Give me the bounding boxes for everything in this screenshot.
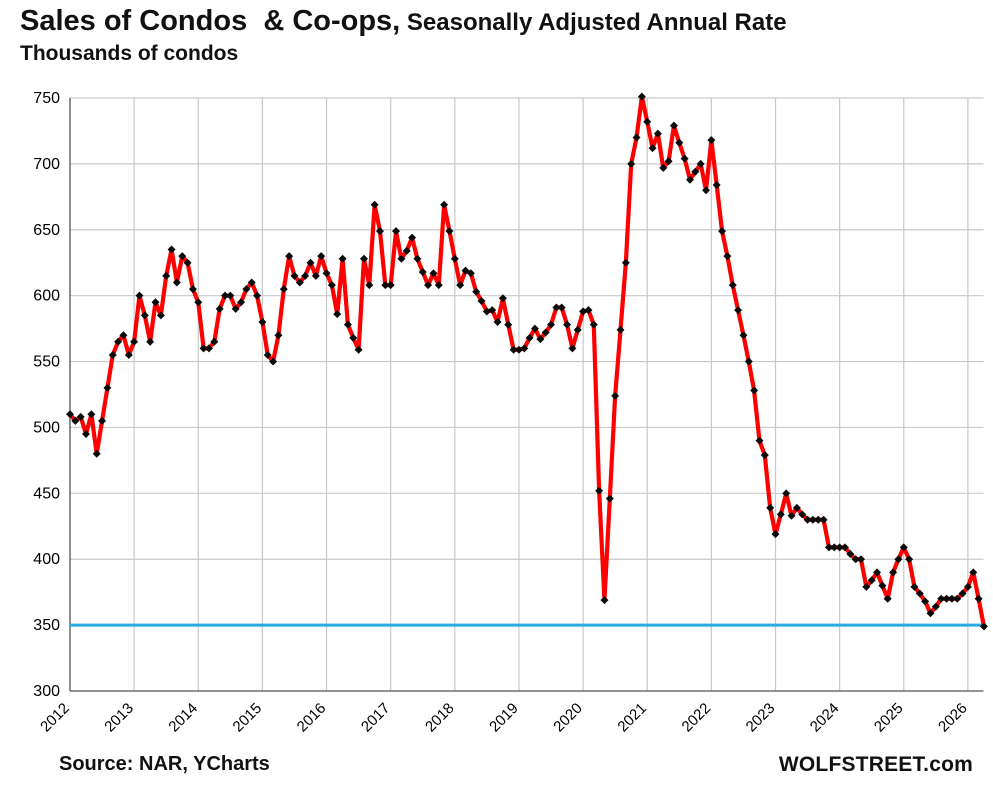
svg-text:2012: 2012: [37, 700, 73, 736]
svg-text:450: 450: [33, 485, 60, 502]
svg-text:2018: 2018: [422, 700, 458, 736]
svg-text:2015: 2015: [230, 700, 266, 736]
svg-text:500: 500: [33, 419, 60, 436]
svg-text:2020: 2020: [550, 700, 586, 736]
svg-text:2021: 2021: [614, 700, 650, 736]
svg-text:2017: 2017: [358, 700, 394, 736]
svg-text:350: 350: [33, 617, 60, 634]
svg-text:550: 550: [33, 354, 60, 371]
svg-text:2022: 2022: [679, 700, 715, 736]
svg-text:650: 650: [33, 222, 60, 239]
svg-text:2024: 2024: [807, 700, 843, 736]
svg-text:2014: 2014: [165, 700, 201, 736]
svg-text:750: 750: [33, 90, 60, 107]
svg-text:2019: 2019: [486, 700, 522, 736]
svg-text:2016: 2016: [294, 700, 330, 736]
svg-text:2026: 2026: [935, 700, 971, 736]
svg-text:700: 700: [33, 156, 60, 173]
svg-text:2023: 2023: [743, 700, 779, 736]
svg-text:2025: 2025: [871, 700, 907, 736]
svg-text:2013: 2013: [101, 700, 137, 736]
svg-text:600: 600: [33, 288, 60, 305]
svg-text:400: 400: [33, 551, 60, 568]
svg-text:300: 300: [33, 683, 60, 700]
